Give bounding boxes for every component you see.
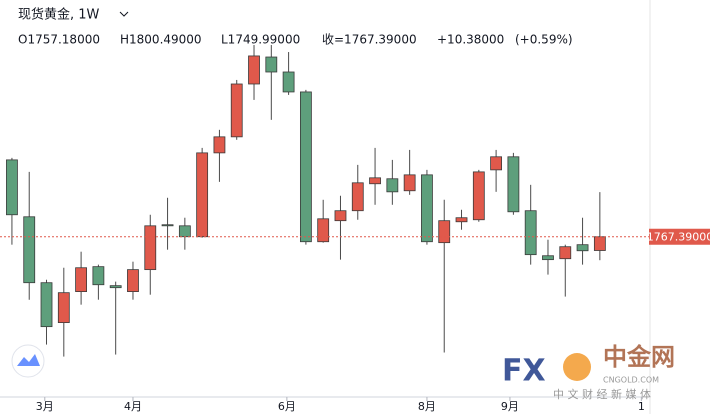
x-tick-label: 9月 xyxy=(501,400,519,413)
ohlc-low: L1749.99000 xyxy=(221,33,300,47)
candle-body xyxy=(403,174,416,192)
candle-body xyxy=(593,236,606,251)
chart-title: 现货黄金, 1W xyxy=(18,7,100,23)
candle-body xyxy=(213,136,226,154)
candle-body xyxy=(75,267,87,292)
candle-body xyxy=(248,55,260,85)
candle-body xyxy=(92,266,105,286)
candle-body xyxy=(438,220,451,244)
candle-body xyxy=(351,182,364,212)
x-tick-label: 8月 xyxy=(418,400,436,413)
candle-body xyxy=(334,210,347,222)
watermark-logo xyxy=(563,353,591,381)
ohlc-open: O1757.18000 xyxy=(18,33,100,47)
ohlc-close: 收=1767.39000 xyxy=(322,33,417,47)
candle-body xyxy=(524,210,537,256)
x-tick-label: 3月 xyxy=(36,400,54,413)
last-price-label: 1767.39000 xyxy=(647,231,710,244)
ohlc-change: +10.38000 xyxy=(437,33,504,47)
plot xyxy=(0,45,650,357)
candle-body xyxy=(421,174,433,243)
candle-body xyxy=(196,152,209,238)
watermark-slogan: 中 文 财 经 新 媒 体 xyxy=(553,387,651,401)
candle-body xyxy=(317,218,330,243)
candle-body xyxy=(472,171,485,221)
candle-body xyxy=(299,91,312,243)
watermark-fx: FX xyxy=(502,354,546,389)
candle-body xyxy=(282,71,295,93)
candle-body xyxy=(542,255,554,261)
candle-body xyxy=(386,178,399,193)
candle-body xyxy=(40,282,53,328)
x-tick-label: 4月 xyxy=(124,400,142,413)
candle-body xyxy=(369,177,381,185)
watermark: FX 中金网 CNGOLD.COM 中 文 财 经 新 媒 体 xyxy=(502,343,675,401)
candle-body xyxy=(109,285,122,289)
last-price-box xyxy=(649,228,710,245)
x-tick-label: 1 xyxy=(638,400,645,413)
candle-body xyxy=(455,217,468,223)
candle-body xyxy=(230,83,243,138)
candle-body xyxy=(23,216,36,284)
watermark-domain: CNGOLD.COM xyxy=(603,376,659,385)
ohlc-change-pct: (+0.59%) xyxy=(515,33,573,47)
candle-body xyxy=(6,159,18,216)
candle-body xyxy=(507,156,520,213)
candle-body xyxy=(57,292,70,324)
candle-body xyxy=(559,246,572,260)
candle-body xyxy=(490,156,503,171)
x-tick-label: 6月 xyxy=(278,400,296,413)
candle-body xyxy=(161,224,174,227)
watermark-cn: 中金网 xyxy=(603,343,675,371)
logo-shape xyxy=(17,354,40,366)
candle-body xyxy=(265,56,278,73)
candle-body xyxy=(576,244,589,252)
candle-body xyxy=(178,225,191,238)
tv-logo xyxy=(11,344,45,378)
dropdown-icon xyxy=(119,11,129,17)
candle-body xyxy=(127,269,139,292)
candle-body xyxy=(144,225,157,271)
ohlc-high: H1800.49000 xyxy=(120,33,202,47)
